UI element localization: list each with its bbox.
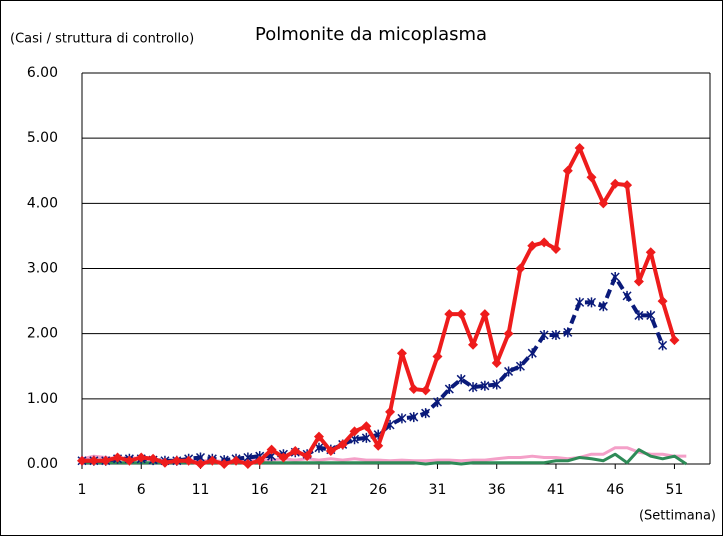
marker — [278, 452, 289, 463]
marker — [562, 165, 573, 176]
marker — [385, 406, 396, 417]
x-tick-label: 6 — [137, 482, 146, 498]
marker — [432, 351, 443, 362]
x-tick-label: 46 — [606, 482, 624, 498]
marker — [504, 366, 514, 377]
marker — [408, 384, 419, 395]
marker — [539, 237, 550, 248]
marker — [575, 297, 585, 308]
marker — [337, 439, 348, 450]
marker — [658, 340, 668, 351]
marker — [88, 455, 99, 466]
marker — [325, 445, 336, 456]
marker — [100, 455, 111, 466]
marker — [586, 297, 597, 308]
marker — [622, 290, 632, 301]
y-tick-label: 3.00 — [27, 261, 58, 277]
y-tick-label: 0.00 — [27, 456, 58, 472]
marker — [598, 198, 609, 209]
marker — [396, 348, 407, 359]
marker — [231, 455, 242, 466]
x-tick-label: 36 — [488, 482, 506, 498]
marker — [657, 296, 668, 307]
y-tick-label: 5.00 — [27, 130, 58, 146]
marker — [456, 309, 467, 320]
marker — [634, 310, 644, 321]
marker — [456, 374, 466, 385]
marker — [420, 385, 431, 396]
marker — [550, 243, 561, 254]
marker — [112, 452, 123, 463]
marker — [159, 457, 170, 468]
marker — [574, 142, 585, 153]
marker — [527, 240, 538, 251]
marker — [242, 459, 253, 469]
marker — [527, 348, 537, 359]
marker — [563, 327, 573, 338]
marker — [444, 309, 455, 320]
marker — [669, 335, 680, 346]
marker — [207, 455, 218, 466]
x-tick-label: 31 — [429, 482, 447, 498]
marker — [468, 339, 479, 350]
marker — [503, 328, 514, 339]
x-tick-label: 26 — [369, 482, 387, 498]
marker — [421, 408, 431, 419]
marker — [444, 384, 454, 395]
marker — [290, 445, 301, 456]
marker — [124, 455, 135, 466]
x-tick-label: 16 — [251, 482, 269, 498]
marker — [586, 172, 597, 183]
marker — [266, 444, 277, 455]
marker — [77, 455, 87, 466]
marker — [302, 451, 313, 462]
marker — [468, 382, 478, 393]
marker — [349, 426, 360, 437]
x-tick-label: 21 — [310, 482, 328, 498]
marker — [633, 276, 644, 287]
marker — [136, 452, 147, 463]
marker — [622, 180, 633, 191]
y-tick-label: 1.00 — [27, 391, 58, 407]
marker — [171, 455, 182, 466]
marker — [551, 329, 561, 340]
marker — [515, 263, 526, 274]
marker — [492, 379, 502, 390]
marker — [610, 178, 621, 189]
marker — [610, 271, 620, 282]
marker — [148, 453, 159, 464]
marker — [480, 380, 490, 391]
marker — [373, 440, 384, 451]
marker — [598, 301, 608, 312]
y-tick-label: 6.00 — [27, 65, 58, 81]
x-axis-label: (Settimana) — [639, 509, 716, 524]
marker — [219, 459, 230, 469]
chart-title: Polmonite da micoplasma — [255, 24, 487, 45]
y-axis-label: (Casi / struttura di controllo) — [10, 32, 194, 47]
y-tick-label: 2.00 — [27, 326, 58, 342]
marker — [491, 357, 502, 368]
marker — [397, 413, 407, 424]
marker — [409, 412, 419, 423]
marker — [254, 455, 265, 466]
marker — [645, 247, 656, 258]
marker — [515, 361, 525, 372]
marker — [539, 329, 549, 340]
marker — [432, 397, 443, 408]
marker — [361, 421, 372, 432]
marker — [313, 431, 324, 442]
marker — [314, 442, 324, 453]
marker — [195, 459, 206, 469]
x-tick-label: 41 — [547, 482, 565, 498]
marker — [479, 309, 490, 320]
marker — [646, 310, 656, 321]
marker — [183, 455, 194, 466]
x-tick-label: 11 — [192, 482, 210, 498]
x-tick-label: 51 — [666, 482, 684, 498]
y-tick-label: 4.00 — [27, 195, 58, 211]
x-tick-label: 1 — [78, 482, 87, 498]
marker — [361, 432, 371, 443]
